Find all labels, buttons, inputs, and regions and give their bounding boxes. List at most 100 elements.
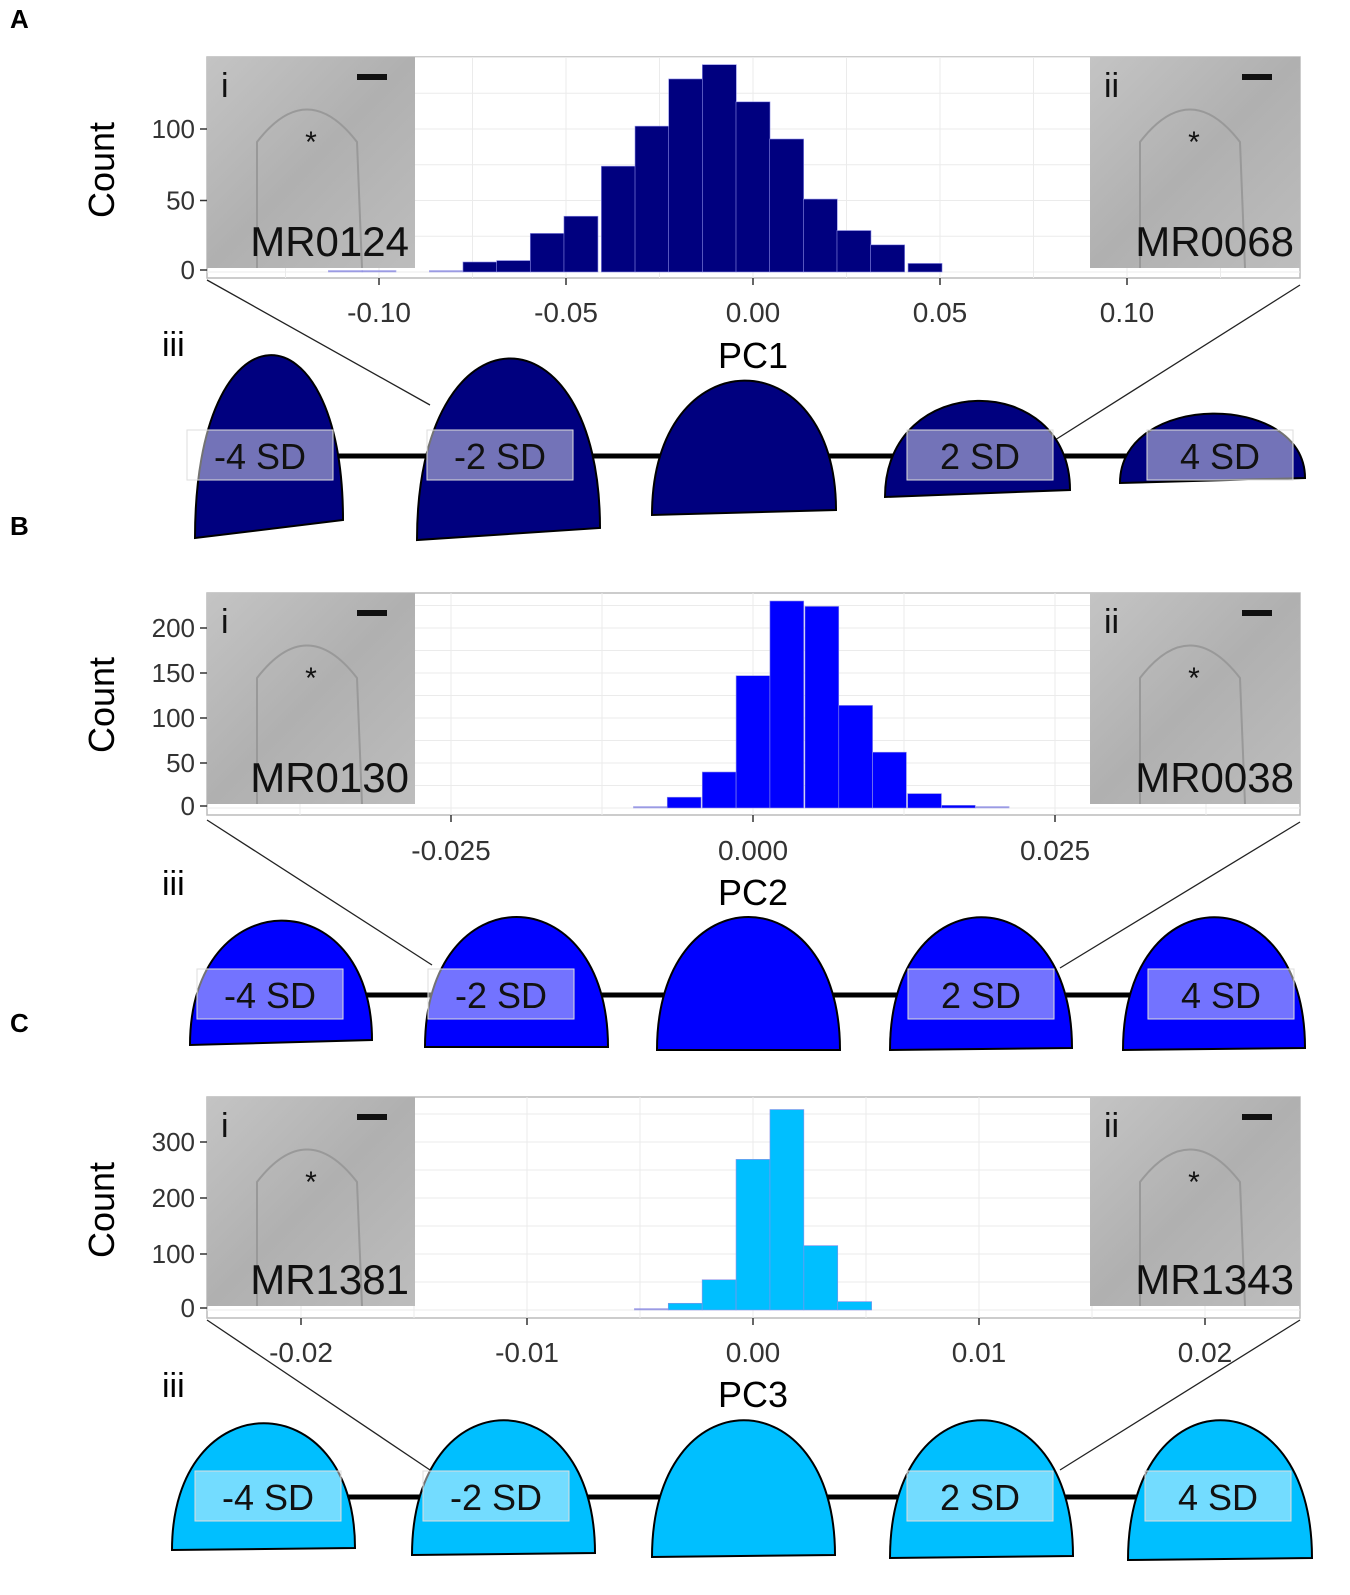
histogram-bar: [836, 230, 872, 273]
histogram-bar: [563, 215, 599, 273]
sd-label-box: [906, 429, 1054, 481]
sd-label: 2 SD: [940, 436, 1020, 477]
panel-c: C -0.02 -0.01 0.00 0.01 0.02 PC3 0 100 200 300 Coun…: [10, 1008, 1314, 1562]
histogram-bar: [496, 260, 531, 273]
meristem-shape: [193, 354, 345, 540]
meristem-shape: [883, 399, 1072, 499]
sd-label: 4 SD: [1180, 436, 1260, 477]
micrograph-inset-left: i * MR0124: [207, 57, 415, 269]
meristem-outline: [1139, 644, 1246, 805]
histogram-bar: [633, 806, 668, 809]
histogram-bar: [634, 125, 670, 273]
y-tick-label: 100: [152, 1239, 195, 1269]
shape-row-label: iii: [162, 326, 185, 364]
histogram-bar: [803, 1245, 839, 1311]
micrograph-inset-right: ii * MR0038: [1090, 593, 1300, 805]
sd-label: -2 SD: [455, 975, 547, 1016]
sd-label-box: [427, 968, 575, 1020]
meristem-shape: [415, 357, 602, 542]
sd-label: 4 SD: [1181, 975, 1261, 1016]
asterisk-marker: *: [1188, 126, 1200, 159]
roman-label: i: [221, 67, 229, 105]
meristem-shape: [888, 1419, 1075, 1560]
x-tick-label: 0.10: [1100, 297, 1155, 328]
scale-bar: [1242, 610, 1272, 616]
x-axis-title: PC3: [718, 1374, 788, 1415]
sd-label: -2 SD: [454, 436, 546, 477]
histogram-bar: [429, 270, 464, 273]
sd-label: -4 SD: [224, 975, 316, 1016]
sd-label: -4 SD: [222, 1477, 314, 1518]
sd-label: 2 SD: [941, 975, 1021, 1016]
y-tick-label: 0: [181, 1293, 195, 1323]
micrograph-image: [1090, 1097, 1300, 1306]
histogram-bar: [872, 751, 907, 809]
micrograph-image: [207, 57, 415, 268]
roman-label: ii: [1104, 603, 1119, 641]
y-axis-title: Count: [81, 122, 122, 218]
x-tick-label: 0.01: [952, 1337, 1007, 1368]
meristem-shape: [650, 1419, 837, 1559]
sd-label: 2 SD: [940, 1477, 1020, 1518]
micrograph-image: [1090, 57, 1300, 268]
panel-label: B: [10, 511, 29, 541]
histogram-bar: [907, 263, 943, 273]
histogram-bar: [668, 78, 703, 273]
y-tick-label: 150: [152, 658, 195, 688]
sd-label: -2 SD: [450, 1477, 542, 1518]
histogram-bar: [701, 771, 737, 809]
sd-label-box: [907, 968, 1055, 1020]
scale-bar: [357, 1114, 387, 1120]
histogram-bar: [361, 270, 397, 273]
scale-bar: [1242, 74, 1272, 80]
y-axis-title: Count: [81, 1162, 122, 1258]
histogram-bar: [601, 165, 636, 273]
histogram-bar: [804, 606, 840, 809]
panel-a: A -0.10 -0.05 0.00 0.05 0.10 PC1 0 50 100 Count i * M…: [10, 4, 1307, 542]
y-tick-label: 300: [152, 1127, 195, 1157]
micrograph-image: [1090, 593, 1300, 804]
sd-label-box: [1147, 968, 1295, 1020]
meristem-shape: [188, 919, 374, 1047]
panel-label: C: [10, 1008, 29, 1038]
zoom-connector-line: [1059, 1319, 1301, 1471]
histogram-bar: [735, 101, 771, 273]
meristem-shape: [423, 916, 610, 1048]
meristem-shape: [1118, 412, 1307, 485]
x-tick-label: 0.02: [1178, 1337, 1233, 1368]
sd-label: 4 SD: [1178, 1477, 1258, 1518]
meristem-shape: [655, 916, 842, 1051]
histogram-bar: [701, 1279, 737, 1311]
roman-label: i: [221, 603, 229, 641]
micrograph-image: [207, 593, 415, 804]
histogram-bar: [529, 233, 565, 273]
x-tick-label: 0.00: [726, 297, 781, 328]
meristem-outline: [1139, 1148, 1246, 1307]
meristem-shape: [888, 916, 1074, 1052]
y-tick-label: 100: [152, 703, 195, 733]
zoom-connector-line: [1054, 284, 1301, 441]
shape-row-label: iii: [162, 865, 185, 903]
histogram-bar: [666, 796, 702, 809]
histogram-bar: [735, 1159, 771, 1311]
specimen-id: MR0038: [1135, 754, 1294, 801]
sd-label-box: [422, 1470, 570, 1522]
micrograph-inset-left: i * MR1381: [207, 1097, 415, 1307]
y-tick-label: 200: [152, 613, 195, 643]
y-tick-label: 0: [181, 791, 195, 821]
x-tick-label: 0.025: [1020, 835, 1090, 866]
meristem-shape: [1126, 1419, 1314, 1562]
histogram-bar: [907, 793, 942, 809]
scale-bar: [357, 74, 387, 80]
sd-label-box: [426, 429, 574, 481]
y-tick-label: 100: [152, 114, 195, 144]
panel-label: A: [10, 4, 29, 34]
zoom-connector-line: [1059, 821, 1301, 969]
asterisk-marker: *: [305, 662, 317, 695]
x-axis-title: PC1: [718, 335, 788, 376]
histogram-bar: [735, 675, 771, 809]
panel-b: B -0.025 0.000 0.025 PC2 0 50 100 150 200 Count i * M…: [10, 511, 1307, 1052]
histogram-bar: [974, 806, 1010, 809]
y-tick-label: 50: [166, 186, 195, 216]
scale-bar: [357, 610, 387, 616]
